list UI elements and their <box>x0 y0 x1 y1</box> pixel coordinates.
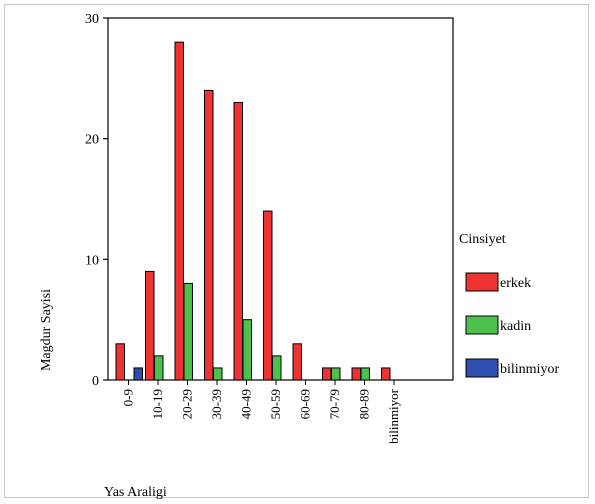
x-axis: 0-9 10-19 20-29 30-39 40-49 50-59 60-69 70-79 80… <box>121 380 401 444</box>
x-tick-label: 70-79 <box>327 389 342 419</box>
x-tick-label: 30-39 <box>209 389 224 419</box>
bar-erkek-0-9 <box>115 343 125 381</box>
y-tick-label: 30 <box>85 12 99 27</box>
bar-erkek-40-49 <box>233 101 243 381</box>
x-axis-title: Yas Araligi <box>104 485 167 500</box>
bar-erkek-50-59 <box>263 210 273 381</box>
x-tick-label: 60-69 <box>298 389 313 419</box>
bar-erkek-80-89 <box>351 367 361 381</box>
bar-erkek-70-79 <box>322 367 332 381</box>
x-tick-label: 10-19 <box>150 389 165 419</box>
legend-label-bilinmiyor: bilinmiyor <box>500 362 559 377</box>
bar-kadin-30-39 <box>213 367 223 381</box>
legend-label-erkek: erkek <box>500 276 531 291</box>
legend-swatch-erkek <box>465 272 499 292</box>
x-tick-label: 50-59 <box>268 389 283 419</box>
bar-kadin-40-49 <box>242 319 252 381</box>
y-axis-title: Magdur Sayisi <box>39 289 54 371</box>
x-tick-label: 0-9 <box>121 389 136 406</box>
legend-title: Cinsiyet <box>459 232 506 247</box>
x-tick-label: 40-49 <box>239 389 254 419</box>
bars-group <box>115 41 391 381</box>
bar-erkek-10-19 <box>145 270 155 381</box>
bar-kadin-80-89 <box>360 367 370 381</box>
bar-erkek-20-29 <box>174 41 184 381</box>
x-tick-label: bilinmiyor <box>386 388 401 444</box>
bar-erkek-30-39 <box>204 89 214 381</box>
y-tick-label: 20 <box>85 133 99 148</box>
bar-erkek-bilinmiyor <box>381 367 391 381</box>
x-tick-label: 20-29 <box>180 389 195 419</box>
y-tick-label: 10 <box>85 253 99 268</box>
legend-label-kadin: kadin <box>500 319 531 334</box>
bar-kadin-70-79 <box>331 367 341 381</box>
chart-frame <box>4 4 589 498</box>
legend-swatch-kadin <box>465 315 499 335</box>
bar-kadin-10-19 <box>154 355 164 381</box>
y-axis: 0 10 20 30 <box>85 12 108 389</box>
y-tick-label: 0 <box>92 374 99 389</box>
legend: erkek kadin bilinmiyor <box>465 272 559 378</box>
plot-area <box>107 17 454 381</box>
bar-erkek-60-69 <box>292 343 302 381</box>
x-tick-label: 80-89 <box>357 389 372 419</box>
bar-bilinmiyor-0-9 <box>133 367 143 381</box>
bar-kadin-20-29 <box>183 282 193 381</box>
bar-kadin-50-59 <box>272 355 282 381</box>
legend-swatch-bilinmiyor <box>465 358 499 378</box>
